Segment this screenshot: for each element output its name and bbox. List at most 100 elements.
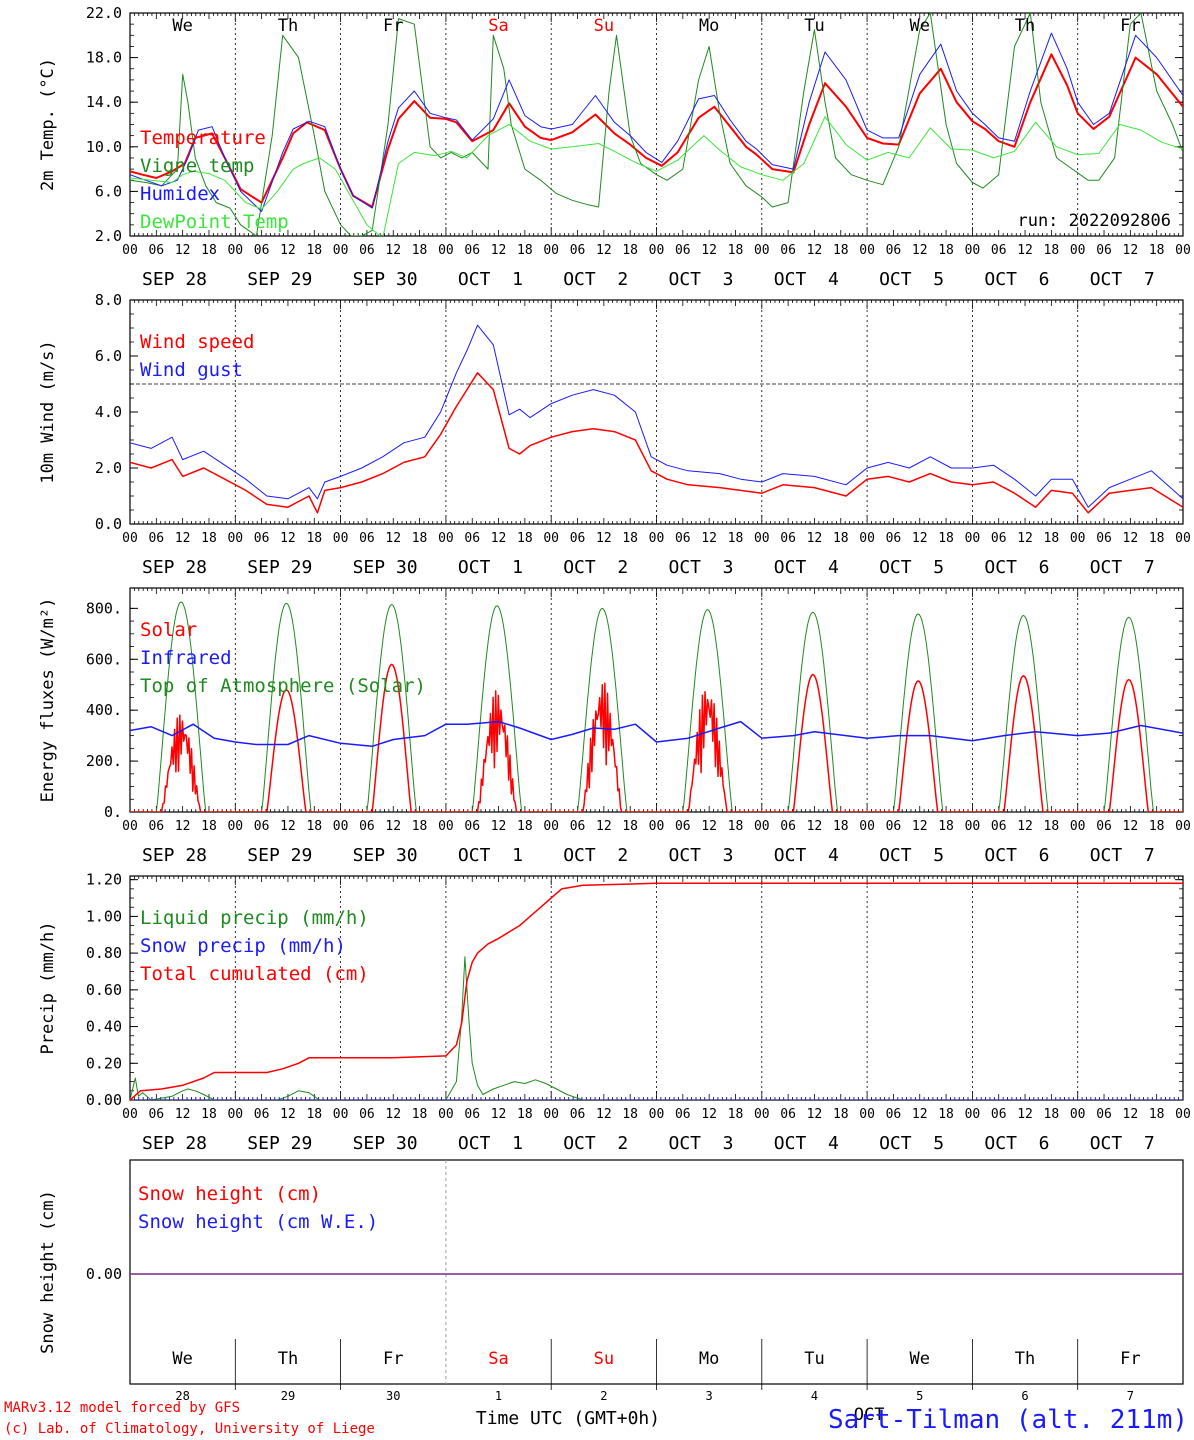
series-line: [130, 882, 1183, 1100]
x-hour-tick-label: 06: [675, 1107, 691, 1122]
x-hour-tick-label: 18: [728, 243, 744, 258]
legend-entry: Liquid precip (mm/h): [140, 907, 369, 929]
x-hour-tick-label: 06: [886, 819, 902, 834]
y-tick-label: 1.00: [86, 907, 122, 925]
x-hour-tick-label: 18: [622, 1107, 638, 1122]
x-hour-tick-label: 00: [754, 819, 770, 834]
lab-credit-text: (c) Lab. of Climatology, University of L…: [4, 1421, 375, 1437]
x-date-label: OCT 4: [774, 1133, 839, 1154]
x-hour-tick-label: 06: [886, 1107, 902, 1122]
legend-entry: Total cumulated (cm): [140, 963, 369, 985]
y-tick-label: 4.0: [95, 403, 122, 421]
x-hour-tick-label: 06: [991, 1107, 1007, 1122]
x-hour-tick-label: 06: [570, 531, 586, 546]
x-hour-tick-label: 12: [701, 1107, 717, 1122]
weekday-label: Th: [1015, 16, 1035, 36]
x-hour-tick-label: 06: [254, 531, 270, 546]
x-hour-tick-label: 18: [1149, 531, 1165, 546]
x-hour-tick-label: 12: [807, 1107, 823, 1122]
x-hour-tick-label: 18: [306, 819, 322, 834]
x-hour-tick-label: 00: [227, 819, 243, 834]
panels: 00 06 12 18 00 06 12 18 00 06 12 18 00 06 12 18 00 06 12 18…: [38, 4, 1191, 1425]
x-hour-tick-label: 00: [965, 243, 981, 258]
x-hour-tick-label: 12: [1017, 1107, 1033, 1122]
x-hour-tick-label: 12: [280, 1107, 296, 1122]
y-tick-label: 10.0: [86, 138, 122, 156]
x-hour-tick-label: 18: [412, 1107, 428, 1122]
x-hour-tick-label: 06: [675, 531, 691, 546]
toa-solar-line: [761, 611, 868, 812]
x-date-label: OCT 7: [1090, 1133, 1155, 1154]
x-hour-tick-label: 12: [280, 243, 296, 258]
y-axis-label: Energy fluxes (W/m²): [38, 598, 58, 803]
x-hour-tick-label: 12: [1017, 243, 1033, 258]
x-hour-tick-label: 18: [622, 531, 638, 546]
plot-area: [130, 324, 1183, 514]
x-hour-tick-label: 06: [675, 243, 691, 258]
x-hour-tick-label: 00: [859, 1107, 875, 1122]
x-hour-tick-label: 06: [780, 243, 796, 258]
x-hour-tick-label: 18: [1044, 531, 1060, 546]
x-hour-tick-label: 00: [754, 243, 770, 258]
x-hour-tick-label: 00: [965, 819, 981, 834]
x-hour-tick-label: 06: [1096, 819, 1112, 834]
weekday-label: Fr: [1120, 1349, 1140, 1369]
panel-snow: Snow height (cm) 0.00 Snow height (cm) Snow…: [38, 1159, 1184, 1425]
x-hour-tick-label: 06: [991, 243, 1007, 258]
legend-entry: Vigne temp: [140, 155, 254, 177]
x-hour-tick-label: 18: [728, 819, 744, 834]
toa-solar-line: [235, 602, 341, 812]
x-hour-tick-label: 06: [359, 531, 375, 546]
x-hour-tick-label: 18: [728, 531, 744, 546]
x-hour-tick-label: 12: [175, 243, 191, 258]
legend-entry: Wind speed: [140, 331, 254, 353]
y-tick-label: 0.00: [86, 1265, 122, 1283]
x-hour-tick-label: 06: [254, 243, 270, 258]
weekday-label: Fr: [1120, 16, 1140, 36]
month-label: OCT: [854, 1405, 885, 1425]
x-hour-tick-label: 00: [227, 243, 243, 258]
day-number-label: 28: [175, 1389, 189, 1403]
x-hour-tick-label: 00: [333, 819, 349, 834]
x-hour-tick-label: 00: [543, 1107, 559, 1122]
x-hour-tick-label: 06: [148, 243, 164, 258]
legend-entry: Snow height (cm W.E.): [138, 1211, 378, 1233]
legend-entry: Humidex: [140, 183, 220, 205]
x-hour-tick-label: 06: [464, 819, 480, 834]
x-hour-tick-label: 00: [438, 1107, 454, 1122]
x-hour-tick-label: 00: [122, 819, 138, 834]
x-hour-tick-label: 12: [912, 819, 928, 834]
x-hour-tick-label: 06: [780, 1107, 796, 1122]
x-date-label: SEP 30: [353, 845, 418, 866]
plot-area: [130, 13, 1183, 236]
x-date-label: SEP 30: [353, 269, 418, 290]
model-credit-text: MARv3.12 model forced by GFS: [4, 1400, 240, 1416]
solar-line: [445, 690, 552, 812]
toa-solar-line: [445, 605, 552, 812]
station-title: Sart-Tilman (alt. 211m): [828, 1405, 1188, 1435]
y-tick-label: 6.0: [95, 347, 122, 365]
x-hour-tick-label: 18: [1149, 819, 1165, 834]
y-axis-label: 2m Temp. (°C): [38, 58, 58, 191]
x-date-label: OCT 1: [458, 269, 523, 290]
y-tick-label: 6.0: [95, 182, 122, 200]
toa-solar-line: [340, 604, 446, 812]
x-hour-tick-label: 00: [543, 819, 559, 834]
x-date-label: OCT 1: [458, 557, 523, 578]
legend-entry: Solar: [140, 619, 197, 641]
x-hour-tick-label: 18: [833, 819, 849, 834]
weekday-label: Tu: [804, 1349, 824, 1369]
weekday-label: Sa: [488, 1349, 508, 1369]
x-date-label: SEP 28: [142, 557, 207, 578]
x-hour-tick-label: 00: [1175, 243, 1191, 258]
solar-line: [551, 682, 657, 812]
series-line: [130, 13, 1183, 236]
x-hour-tick-label: 00: [438, 243, 454, 258]
x-hour-tick-label: 18: [412, 531, 428, 546]
toa-solar-line: [656, 609, 762, 812]
x-hour-tick-label: 12: [1123, 1107, 1139, 1122]
x-hour-tick-label: 00: [227, 1107, 243, 1122]
x-hour-tick-label: 06: [464, 531, 480, 546]
panel-energy: 00 06 12 18 00 06 12 18 00 06 12 18 00 06 12 18 00 06 12 18…: [38, 587, 1191, 866]
x-date-label: OCT 3: [669, 557, 734, 578]
